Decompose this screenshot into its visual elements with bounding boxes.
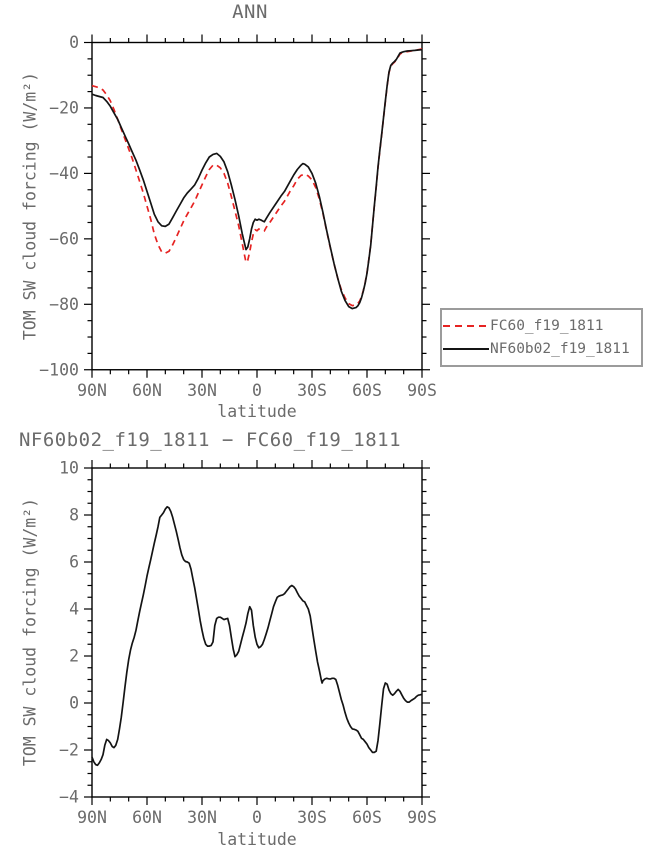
y-tick-label: 6	[69, 553, 79, 572]
x-tick-label: 30S	[297, 808, 327, 827]
axes-frame	[91, 467, 423, 798]
x-tick-label: 60N	[132, 808, 162, 827]
x-tick-label: 60N	[132, 381, 162, 400]
x-tick-label: 0	[252, 808, 262, 827]
y-tick-label: −4	[59, 788, 79, 807]
top-chart-plot: 90N 60N 30N 0 30S 60S 90S 0 −20 −40 −60 −80 −100	[39, 33, 437, 400]
y-tick-label: −2	[59, 741, 79, 760]
x-tick-label: 30S	[297, 381, 327, 400]
x-tick-label: 90N	[77, 381, 107, 400]
tick-labels: 90N 60N 30N 0 30S 60S 90S 10 8 6 4 2 0 −2 −4	[59, 459, 437, 828]
x-tick-label: 0	[252, 381, 262, 400]
x-tick-label: 30N	[187, 808, 217, 827]
y-tick-label: −40	[49, 164, 79, 183]
y-tick-label: 4	[69, 600, 79, 619]
x-tick-label: 90S	[407, 381, 437, 400]
y-tick-label: −60	[49, 229, 79, 248]
y-tick-label: 2	[69, 647, 79, 666]
y-tick-label: −80	[49, 295, 79, 314]
y-tick-label: 0	[69, 33, 79, 52]
x-tick-label: 90S	[407, 808, 437, 827]
red-dashed-line-sample-icon	[443, 324, 489, 327]
top-chart-title: ANN	[232, 1, 268, 23]
legend: FC60_f19_1811 NF60b02_f19_1811	[440, 308, 643, 367]
bottom-chart-panel: 90N 60N 30N 0 30S 60S 90S 10 8 6 4 2 0 −2 −4 NF60b02_f…	[0, 428, 648, 856]
bottom-chart-plot: 90N 60N 30N 0 30S 60S 90S 10 8 6 4 2 0 −2 −4	[59, 459, 437, 828]
tick-marks	[84, 460, 430, 805]
x-tick-label: 60S	[352, 808, 382, 827]
series-line-NF60b02_f19_1811 - FC60_f19_1811	[91, 505, 423, 767]
legend-label-nf60b02: NF60b02_f19_1811	[490, 341, 630, 358]
axes-frame	[91, 41, 423, 371]
x-tick-label: 90N	[77, 808, 107, 827]
y-tick-label: −100	[39, 360, 79, 379]
top-chart-x-axis-label: latitude	[217, 402, 297, 421]
x-tick-label: 30N	[187, 381, 217, 400]
y-tick-label: 0	[69, 694, 79, 713]
series-line-NF60b02_f19_1811	[91, 48, 423, 310]
top-chart-panel: 90N 60N 30N 0 30S 60S 90S 0 −20 −40 −60 −80 −100 ANN…	[20, 1, 437, 421]
legend-entry-nf60b02: NF60b02_f19_1811	[442, 341, 641, 357]
bottom-chart-title: NF60b02_f19_1811 − FC60_f19_1811	[18, 429, 402, 451]
y-tick-label: 10	[59, 459, 79, 478]
bottom-chart-x-axis-label: latitude	[217, 830, 297, 849]
black-solid-line-sample-icon	[443, 348, 489, 351]
tick-labels: 90N 60N 30N 0 30S 60S 90S 0 −20 −40 −60 −80 −100	[39, 33, 437, 400]
tick-marks	[84, 34, 430, 378]
legend-entry-fc60: FC60_f19_1811	[442, 318, 641, 334]
legend-label-fc60: FC60_f19_1811	[490, 317, 604, 334]
bottom-chart-y-axis-label: TOM SW cloud forcing (W/m²)	[20, 497, 40, 767]
x-tick-label: 60S	[352, 381, 382, 400]
top-chart-y-axis-label: TOM SW cloud forcing (W/m²)	[20, 71, 40, 341]
y-tick-label: −20	[49, 98, 79, 117]
y-tick-label: 8	[69, 506, 79, 525]
